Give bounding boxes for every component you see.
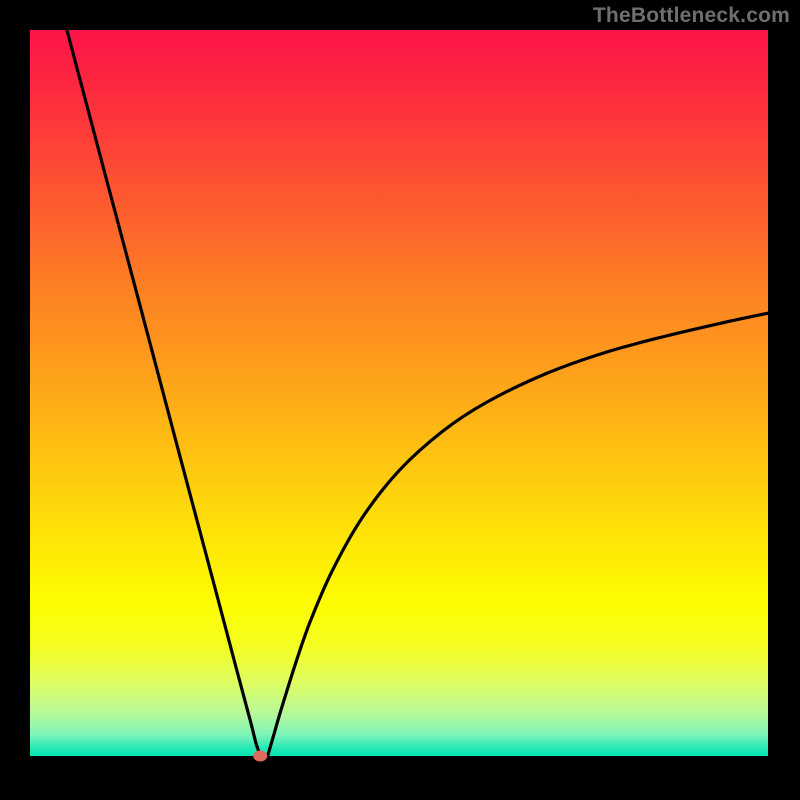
- watermark-text: TheBottleneck.com: [593, 4, 790, 28]
- minimum-marker: [253, 751, 267, 762]
- plot-background: [30, 30, 768, 756]
- bottleneck-chart: [0, 0, 800, 800]
- chart-container: TheBottleneck.com: [0, 0, 800, 800]
